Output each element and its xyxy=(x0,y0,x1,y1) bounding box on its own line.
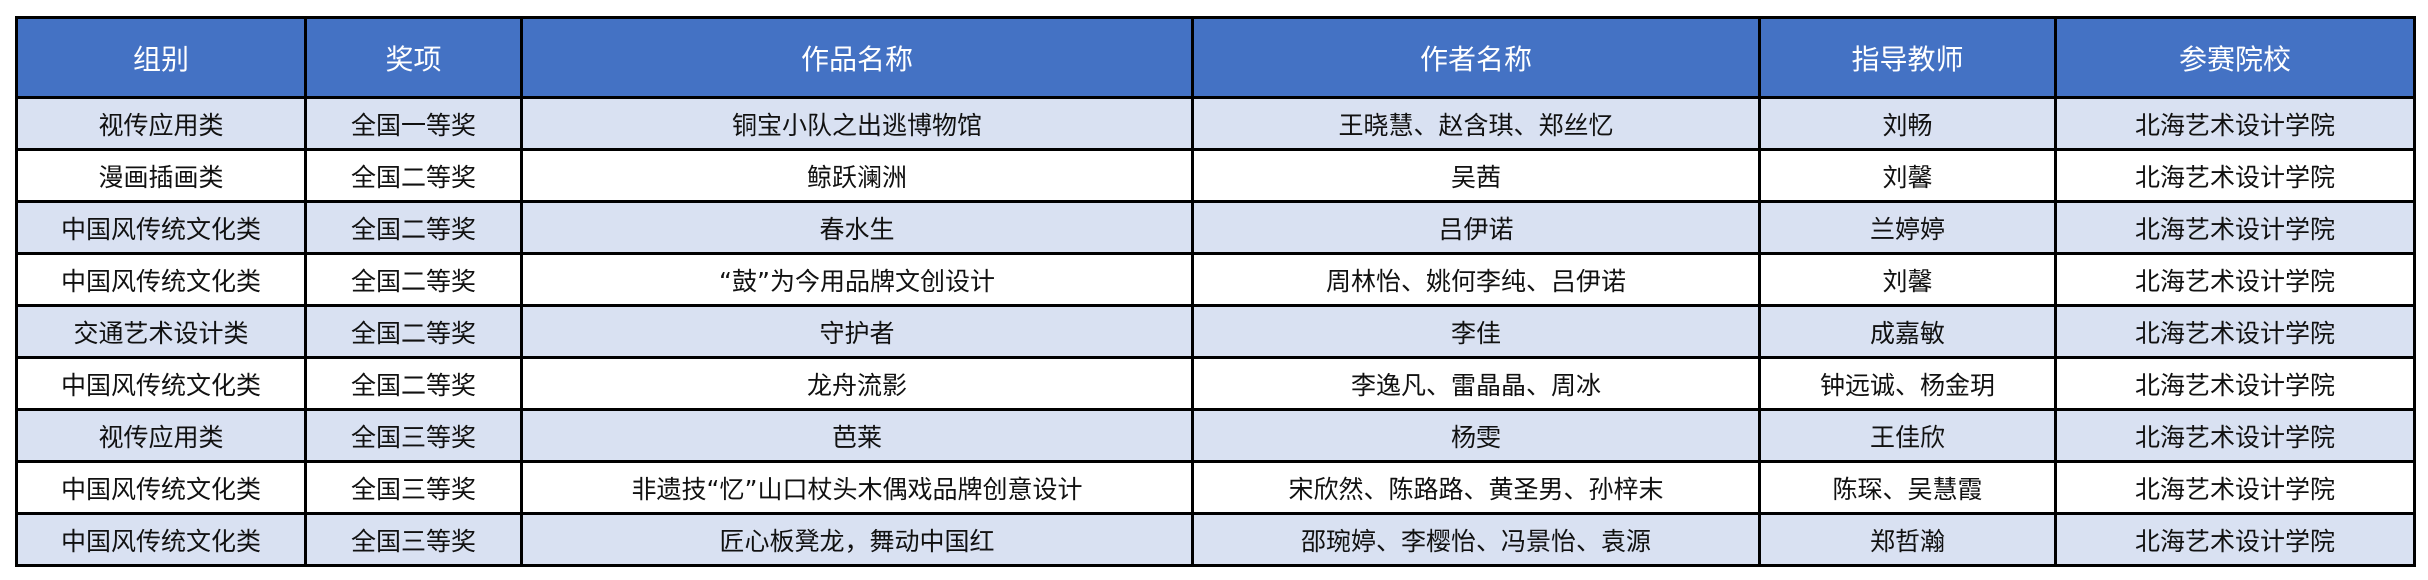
cell-award: 全国二等奖 xyxy=(304,148,523,203)
cell-group: 中国风传统文化类 xyxy=(15,512,307,567)
cell-school: 北海艺术设计学院 xyxy=(2054,148,2416,203)
cell-author-name: 吕伊诺 xyxy=(1191,200,1761,255)
cell-award: 全国二等奖 xyxy=(304,356,523,411)
header-school: 参赛院校 xyxy=(2054,16,2416,99)
cell-work-name: 龙舟流影 xyxy=(520,356,1194,411)
cell-group: 中国风传统文化类 xyxy=(15,460,307,515)
cell-work-name: 匠心板凳龙，舞动中国红 xyxy=(520,512,1194,567)
cell-group: 交通艺术设计类 xyxy=(15,304,307,359)
header-advisor: 指导教师 xyxy=(1758,16,2057,99)
cell-advisor: 王佳欣 xyxy=(1758,408,2057,463)
cell-advisor: 刘馨 xyxy=(1758,148,2057,203)
cell-author-name: 周林怡、姚何李纯、吕伊诺 xyxy=(1191,252,1761,307)
cell-group: 中国风传统文化类 xyxy=(15,356,307,411)
cell-school: 北海艺术设计学院 xyxy=(2054,408,2416,463)
cell-advisor: 陈琛、吴慧霞 xyxy=(1758,460,2057,515)
table-row: 漫画插画类 全国二等奖 鲸跃澜洲 吴茜 刘馨 北海艺术设计学院 xyxy=(15,148,2416,203)
cell-advisor: 钟远诚、杨金玥 xyxy=(1758,356,2057,411)
table-row: 交通艺术设计类 全国二等奖 守护者 李佳 成嘉敏 北海艺术设计学院 xyxy=(15,304,2416,359)
header-row: 组别 奖项 作品名称 作者名称 指导教师 参赛院校 xyxy=(15,16,2416,99)
cell-advisor: 刘畅 xyxy=(1758,96,2057,151)
cell-award: 全国二等奖 xyxy=(304,304,523,359)
cell-school: 北海艺术设计学院 xyxy=(2054,200,2416,255)
header-award: 奖项 xyxy=(304,16,523,99)
cell-author-name: 邵琬婷、李樱怡、冯景怡、袁源 xyxy=(1191,512,1761,567)
cell-award: 全国三等奖 xyxy=(304,460,523,515)
awards-table: 组别 奖项 作品名称 作者名称 指导教师 参赛院校 视传应用类 全国一等奖 铜宝小队… xyxy=(15,16,2416,567)
table-row: 中国风传统文化类 全国二等奖 龙舟流影 李逸凡、雷晶晶、周冰 钟远诚、杨金玥 北海艺术设计… xyxy=(15,356,2416,411)
cell-advisor: 兰婷婷 xyxy=(1758,200,2057,255)
table-row: 中国风传统文化类 全国三等奖 非遗技“忆”山口杖头木偶戏品牌创意设计 宋欣然、陈路路、… xyxy=(15,460,2416,515)
table-row: 中国风传统文化类 全国二等奖 “鼓”为今用品牌文创设计 周林怡、姚何李纯、吕伊诺 刘馨北… xyxy=(15,252,2416,307)
cell-author-name: 杨雯 xyxy=(1191,408,1761,463)
cell-advisor: 成嘉敏 xyxy=(1758,304,2057,359)
cell-group: 视传应用类 xyxy=(15,408,307,463)
cell-work-name: 鲸跃澜洲 xyxy=(520,148,1194,203)
cell-group: 视传应用类 xyxy=(15,96,307,151)
table-row: 视传应用类 全国三等奖 芭莱 杨雯 王佳欣 北海艺术设计学院 xyxy=(15,408,2416,463)
cell-school: 北海艺术设计学院 xyxy=(2054,304,2416,359)
cell-award: 全国二等奖 xyxy=(304,252,523,307)
cell-work-name: 芭莱 xyxy=(520,408,1194,463)
cell-work-name: “鼓”为今用品牌文创设计 xyxy=(520,252,1194,307)
cell-school: 北海艺术设计学院 xyxy=(2054,512,2416,567)
table-row: 中国风传统文化类 全国二等奖 春水生 吕伊诺 兰婷婷 北海艺术设计学院 xyxy=(15,200,2416,255)
cell-author-name: 李逸凡、雷晶晶、周冰 xyxy=(1191,356,1761,411)
cell-author-name: 宋欣然、陈路路、黄圣男、孙梓末 xyxy=(1191,460,1761,515)
cell-school: 北海艺术设计学院 xyxy=(2054,356,2416,411)
table-row: 视传应用类 全国一等奖 铜宝小队之出逃博物馆 王晓慧、赵含琪、郑丝忆 刘畅 北海艺术设计学… xyxy=(15,96,2416,151)
cell-group: 漫画插画类 xyxy=(15,148,307,203)
cell-work-name: 春水生 xyxy=(520,200,1194,255)
cell-school: 北海艺术设计学院 xyxy=(2054,460,2416,515)
cell-school: 北海艺术设计学院 xyxy=(2054,252,2416,307)
cell-group: 中国风传统文化类 xyxy=(15,200,307,255)
cell-author-name: 李佳 xyxy=(1191,304,1761,359)
cell-award: 全国二等奖 xyxy=(304,200,523,255)
cell-work-name: 守护者 xyxy=(520,304,1194,359)
cell-award: 全国三等奖 xyxy=(304,408,523,463)
cell-group: 中国风传统文化类 xyxy=(15,252,307,307)
table-row: 中国风传统文化类 全国三等奖 匠心板凳龙，舞动中国红 邵琬婷、李樱怡、冯景怡、袁源 郑哲… xyxy=(15,512,2416,567)
cell-work-name: 铜宝小队之出逃博物馆 xyxy=(520,96,1194,151)
cell-award: 全国一等奖 xyxy=(304,96,523,151)
header-work-name: 作品名称 xyxy=(520,16,1194,99)
cell-author-name: 王晓慧、赵含琪、郑丝忆 xyxy=(1191,96,1761,151)
cell-advisor: 刘馨 xyxy=(1758,252,2057,307)
cell-advisor: 郑哲瀚 xyxy=(1758,512,2057,567)
cell-award: 全国三等奖 xyxy=(304,512,523,567)
cell-author-name: 吴茜 xyxy=(1191,148,1761,203)
cell-work-name: 非遗技“忆”山口杖头木偶戏品牌创意设计 xyxy=(520,460,1194,515)
cell-school: 北海艺术设计学院 xyxy=(2054,96,2416,151)
header-author-name: 作者名称 xyxy=(1191,16,1761,99)
header-group: 组别 xyxy=(15,16,307,99)
